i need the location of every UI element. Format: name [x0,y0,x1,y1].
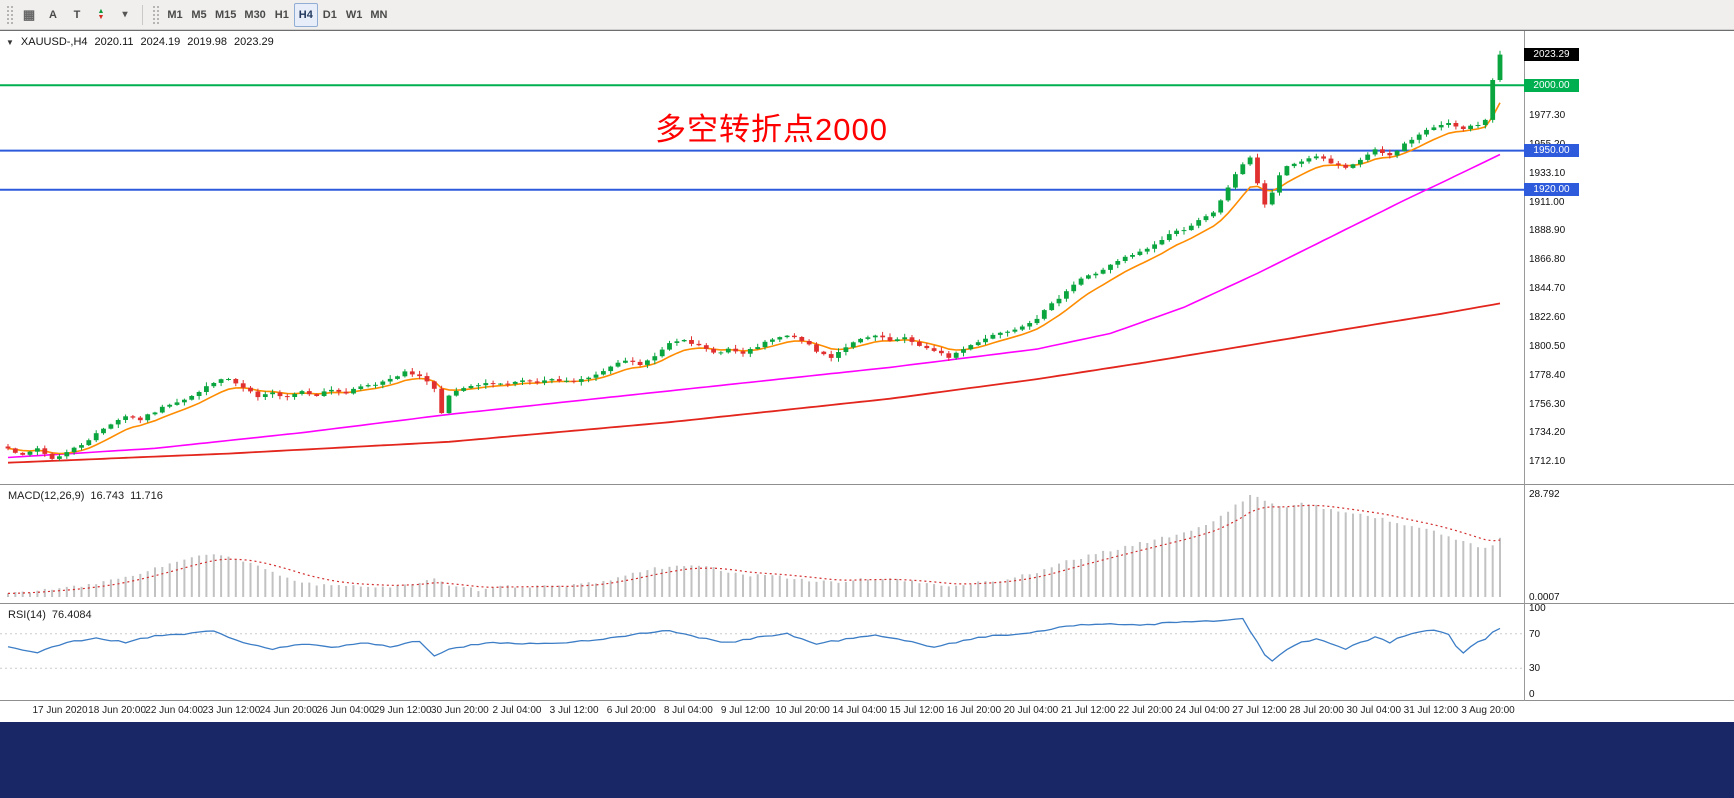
price-axis-border [1524,31,1525,701]
time-axis-label: 15 Jul 12:00 [889,705,945,716]
hline-price-badge[interactable]: 1950.00 [1524,144,1579,158]
rsi-axis-label: 70 [1529,628,1541,640]
timeframe-button-m30[interactable]: M30 [240,3,269,27]
low-value: 2019.98 [187,36,228,48]
symbol-period-label: XAUUSD-,H4 [20,36,88,48]
price-axis-label: 1822.60 [1529,312,1566,323]
pane-separator-rsi[interactable] [0,603,1734,604]
candle-style-button[interactable]: ▲ ▼ [89,3,113,27]
caret-down-icon: ▾ [122,9,128,20]
timeframe-toolbar-drag-handle[interactable] [152,4,159,25]
toolbar-separator [142,4,143,25]
time-axis-label: 16 Jul 20:00 [946,705,1002,716]
timeframe-button-m1[interactable]: M1 [163,3,187,27]
timeframe-button-mn[interactable]: MN [366,3,391,27]
close-value: 2023.29 [234,36,274,48]
time-axis-label: 26 Jun 04:00 [316,705,375,716]
time-axis-label: 8 Jul 04:00 [663,705,713,716]
rsi-label: RSI(14) 76.4084 [8,609,92,621]
toolbar-dropdown-button[interactable]: ▾ [113,3,137,27]
annotation-text[interactable]: 多空转折点2000 [655,112,888,147]
up-down-arrows-icon: ▲ ▼ [97,7,105,21]
timeframe-button-w1[interactable]: W1 [342,3,367,27]
macd-axis-label: 28.792 [1529,489,1560,500]
time-axis-label: 24 Jun 20:00 [259,705,318,716]
timeframe-button-d1[interactable]: D1 [318,3,342,27]
rsi-indicator-canvas[interactable] [0,604,1734,700]
price-axis-label: 1888.90 [1529,225,1566,237]
time-axis-label: 24 Jul 04:00 [1175,705,1230,716]
time-axis-label: 6 Jul 20:00 [606,705,656,716]
timeframe-button-m15[interactable]: M15 [211,3,240,27]
time-axis-label: 3 Aug 20:00 [1461,705,1515,716]
time-axis-label: 27 Jul 12:00 [1232,705,1287,716]
price-axis-label: 1977.30 [1529,109,1566,121]
time-axis-label: 28 Jul 20:00 [1289,705,1344,716]
pane-separator-macd[interactable] [0,484,1734,485]
time-axis-label: 18 Jun 20:00 [88,705,147,716]
time-axis-label: 9 Jul 12:00 [720,705,770,716]
high-value: 2024.19 [140,36,181,48]
macd-label: MACD(12,26,9) 16.743 11.716 [8,490,163,502]
timeframe-button-h1[interactable]: H1 [270,3,294,27]
open-value: 2020.11 [94,36,134,48]
price-axis-label: 1866.80 [1529,254,1566,266]
time-axis-label: 30 Jun 20:00 [430,705,489,716]
price-axis-label: 1800.50 [1529,340,1566,352]
price-axis-label: 1734.20 [1529,427,1566,439]
timeframe-toolbar: M1 M5 M15 M30 H1 H4 D1 W1 MN [163,2,391,27]
cursor-a-button[interactable]: A [41,3,65,27]
hline-price-badge[interactable]: 2000.00 [1524,78,1579,92]
chart-ohlc-header: ▼ XAUUSD-,H4 2020.11 2024.19 2019.98 202… [6,36,274,48]
price-axis-label: 1778.40 [1529,369,1566,381]
price-axis-label: 1911.00 [1529,196,1565,208]
toolbar: ▦ A T ▲ ▼ ▾ M1 M5 M15 M30 H1 H4 D1 W1 MN [0,0,1734,30]
main-chart-canvas[interactable] [0,31,1734,484]
macd-name: MACD(12,26,9) [8,490,85,502]
timeframe-button-m5[interactable]: M5 [187,3,211,27]
price-axis-label: 1756.30 [1529,398,1566,410]
rsi-axis-label: 0 [1529,689,1535,700]
macd-axis-label: 0.0007 [1529,592,1560,603]
time-axis-label: 29 Jun 12:00 [373,705,432,716]
price-axis-label: 1933.10 [1529,167,1566,179]
rsi-name: RSI(14) [8,609,46,621]
time-axis[interactable]: 17 Jun 2020 18 Jun 20:00 22 Jun 04:00 23 Ju… [0,701,1524,723]
time-axis-label: 23 Jun 12:00 [202,705,261,716]
rsi-axis-label: 100 [1529,603,1546,614]
charts-grid-button[interactable]: ▦ [17,3,41,27]
symbol-dropdown-icon[interactable]: ▼ [6,37,14,47]
time-axis-label: 3 Jul 12:00 [549,705,599,716]
time-axis-label: 22 Jun 04:00 [145,705,204,716]
time-axis-label: 2 Jul 04:00 [492,705,542,716]
current-price-badge: 2023.29 [1524,48,1579,62]
hline-price-badge[interactable]: 1920.00 [1524,183,1579,197]
macd-signal-value: 11.716 [130,490,163,502]
time-axis-label: 20 Jul 04:00 [1003,705,1059,716]
rsi-value: 76.4084 [51,609,92,621]
charts-grid-icon: ▦ [22,7,36,22]
time-axis-label: 14 Jul 04:00 [832,705,887,716]
time-axis-label: 17 Jun 2020 [32,705,88,716]
time-axis-label: 30 Jul 04:00 [1346,705,1402,716]
time-axis-label: 31 Jul 12:00 [1403,705,1459,716]
pane-separator-timeaxis [0,700,1734,701]
timeframe-button-h4[interactable]: H4 [293,2,318,27]
rsi-axis-label: 30 [1529,663,1541,675]
time-axis-label: 10 Jul 20:00 [775,705,830,716]
macd-main-value: 16.743 [90,490,125,502]
time-axis-label: 22 Jul 20:00 [1118,705,1173,716]
time-axis-label: 21 Jul 12:00 [1060,705,1116,716]
toolbar-drag-handle[interactable] [6,4,13,25]
text-t-button[interactable]: T [65,3,89,27]
price-axis-label: 1844.70 [1529,283,1566,295]
macd-indicator-canvas[interactable] [0,485,1734,603]
chart-window: ▼ XAUUSD-,H4 2020.11 2024.19 2019.98 202… [0,30,1734,722]
price-axis-label: 1712.10 [1529,456,1566,468]
bottom-bar [0,722,1734,798]
